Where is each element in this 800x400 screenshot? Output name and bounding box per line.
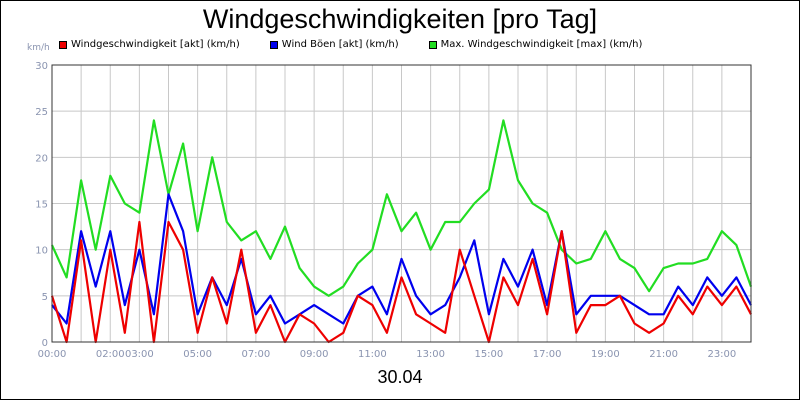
x-tick-label: 19:00 [591, 349, 620, 360]
y-tick-label: 25 [35, 107, 48, 118]
x-tick-label: 02:00 [96, 349, 125, 360]
x-tick-label: 23:00 [707, 349, 736, 360]
date-label: 30.04 [377, 367, 423, 387]
legend-item-speed: Windgeschwindigkeit [akt] (km/h) [59, 39, 240, 50]
legend-swatch-speed [59, 40, 67, 49]
y-axis-unit-label: km/h [27, 43, 50, 53]
y-tick-label: 15 [35, 200, 48, 211]
chart-title: Windgeschwindigkeiten [pro Tag] [202, 4, 598, 34]
x-tick-label: 07:00 [241, 349, 270, 360]
legend: Windgeschwindigkeit [akt] (km/h) Wind Bö… [59, 39, 642, 50]
x-tick-label: 21:00 [649, 349, 678, 360]
y-tick-label: 10 [35, 246, 48, 257]
legend-item-gusts: Wind Böen [akt] (km/h) [269, 39, 399, 50]
x-tick-label: 11:00 [358, 349, 387, 360]
x-tick-label: 03:00 [125, 349, 154, 360]
x-tick-label: 00:00 [38, 349, 67, 360]
x-tick-label: 17:00 [533, 349, 562, 360]
y-tick-label: 30 [35, 61, 48, 72]
legend-item-max: Max. Windgeschwindigkeit [max] (km/h) [428, 39, 643, 50]
x-tick-label: 09:00 [300, 349, 329, 360]
legend-label-max: Max. Windgeschwindigkeit [max] (km/h) [440, 39, 643, 50]
legend-swatch-gusts [269, 40, 278, 49]
x-tick-label: 15:00 [474, 349, 503, 360]
y-tick-label: 20 [35, 153, 48, 164]
x-tick-label: 13:00 [416, 349, 445, 360]
legend-swatch-max [428, 40, 437, 49]
x-tick-label: 05:00 [183, 349, 212, 360]
legend-label-gusts: Wind Böen [akt] (km/h) [281, 39, 399, 50]
y-tick-label: 5 [42, 292, 48, 303]
plot-border [51, 64, 752, 343]
legend-label-speed: Windgeschwindigkeit [akt] (km/h) [71, 39, 240, 50]
y-tick-label: 0 [42, 338, 48, 349]
